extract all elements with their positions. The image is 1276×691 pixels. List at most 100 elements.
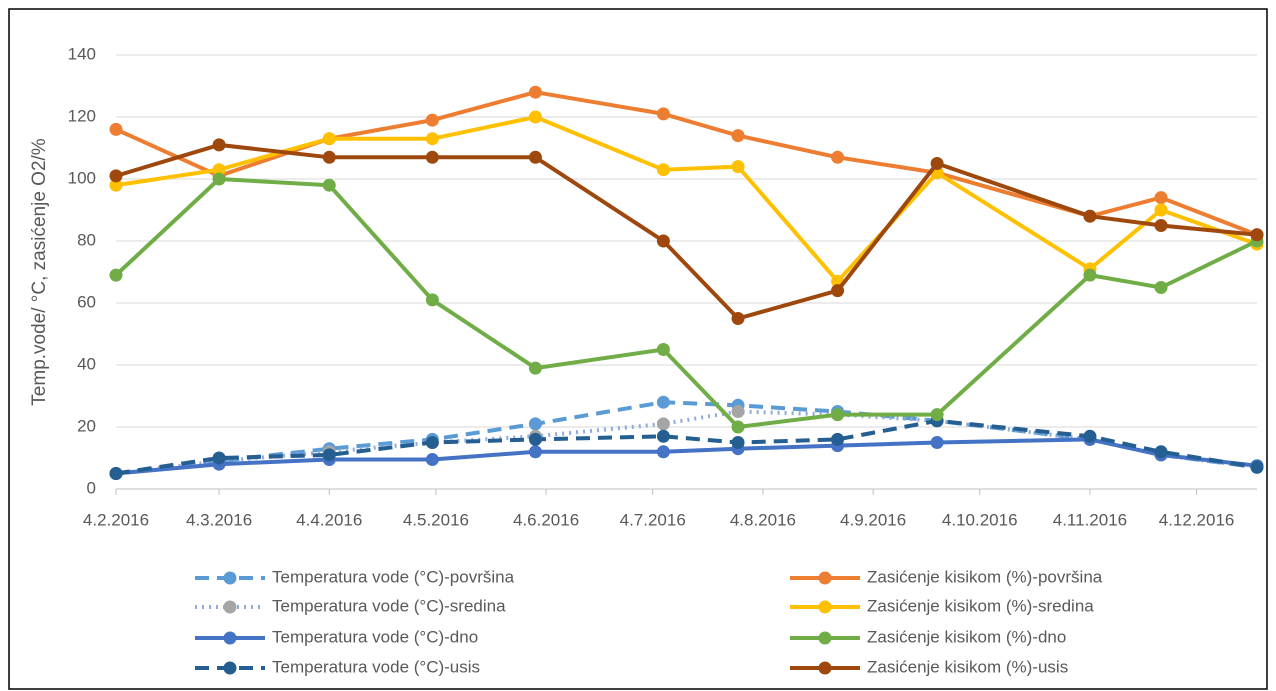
data-point [1154,445,1168,459]
data-point [1154,281,1168,294]
legend-label: Temperatura vode (°C)-dno [272,627,478,646]
data-point [109,178,123,192]
series-line [114,177,1258,429]
y-tick-label: 0 [87,478,96,497]
x-tick-label: 4.4.2016 [296,510,362,529]
x-tick-label: 4.3.2016 [186,510,252,529]
x-tick-label: 4.8.2016 [730,510,796,529]
data-point [656,445,670,459]
legend-label: Temperatura vode (°C)-usis [272,657,480,676]
data-point [212,163,226,177]
data-point [322,178,336,192]
data-point [831,408,845,422]
data-point [656,107,670,121]
legend-marker [223,631,237,645]
series-line [115,142,1258,321]
legend-label: Zasićenje kisikom (%)-usis [867,657,1068,676]
data-point [528,150,542,164]
y-tick-label: 120 [68,106,96,125]
data-point [1154,191,1168,205]
data-point [528,361,542,375]
series-line [115,418,1258,476]
y-tick-label: 80 [77,230,96,249]
data-point [1083,429,1097,443]
y-tick-label: 60 [77,292,96,311]
x-tick-label: 4.5.2016 [403,510,469,529]
data-point [109,268,123,282]
data-point [322,448,336,462]
data-point [212,451,226,465]
data-point [425,113,439,127]
data-point [831,150,845,164]
data-point [656,343,670,356]
data-point [109,122,123,136]
legend-marker [818,571,832,585]
data-point [109,467,123,480]
legend-label: Zasićenje kisikom (%)-površina [867,567,1103,586]
x-tick-label: 4.6.2016 [513,510,579,529]
data-point [322,150,336,164]
x-tick-label: 4.2.2016 [83,510,149,529]
series-line [115,437,1258,476]
data-point [831,432,845,446]
data-point [731,420,745,434]
legend-label: Temperatura vode (°C)-sredina [272,596,506,615]
data-point [930,436,944,449]
data-point [425,132,439,146]
y-tick-label: 140 [68,44,96,63]
legend-label: Temperatura vode (°C)-površina [272,567,515,586]
data-point [731,129,745,143]
legend-marker [818,661,832,675]
data-point [656,417,670,431]
data-point [1083,268,1097,282]
data-point [930,157,944,170]
data-point [731,405,745,418]
series-line [115,115,1258,284]
data-point [528,445,542,459]
data-point [425,150,439,164]
data-point [656,395,670,409]
y-axis-label: Temp.vode/ °C, zasićenje O2/% [29,138,50,405]
data-point [528,432,542,446]
data-point [1083,209,1097,223]
data-point [1250,460,1264,474]
x-tick-label: 4.11.2016 [1053,510,1127,529]
y-tick-label: 20 [77,416,96,435]
legend-marker [223,661,237,675]
data-point [1154,203,1168,217]
data-point [731,312,745,325]
data-point [656,163,670,177]
x-tick-label: 4.9.2016 [840,510,906,529]
legend-marker [818,600,832,614]
data-point [930,408,944,422]
data-point [425,293,439,307]
data-point [1154,219,1168,232]
data-point [322,132,336,146]
data-point [656,234,670,248]
data-point [656,429,670,443]
data-point [528,85,542,99]
legend-marker [818,631,832,645]
legend-label: Zasićenje kisikom (%)-sredina [867,596,1094,615]
chart-border [8,8,1268,690]
y-tick-label: 100 [68,168,96,187]
x-tick-label: 4.10.2016 [942,510,1018,529]
x-tick-label: 4.7.2016 [620,510,686,529]
x-tick-label: 4.12.2016 [1159,510,1235,529]
legend-label: Zasićenje kisikom (%)-dno [867,627,1066,646]
legend-marker [223,571,237,585]
data-point [731,160,745,174]
data-point [109,169,123,183]
data-point [425,436,439,449]
data-point [731,436,745,449]
legend-marker [223,600,237,614]
data-point [212,138,226,152]
data-point [528,417,542,431]
y-tick-label: 40 [77,354,96,373]
data-point [528,110,542,124]
data-point [212,172,226,186]
data-point [425,453,439,467]
data-point [1250,228,1264,242]
data-point [831,284,845,298]
